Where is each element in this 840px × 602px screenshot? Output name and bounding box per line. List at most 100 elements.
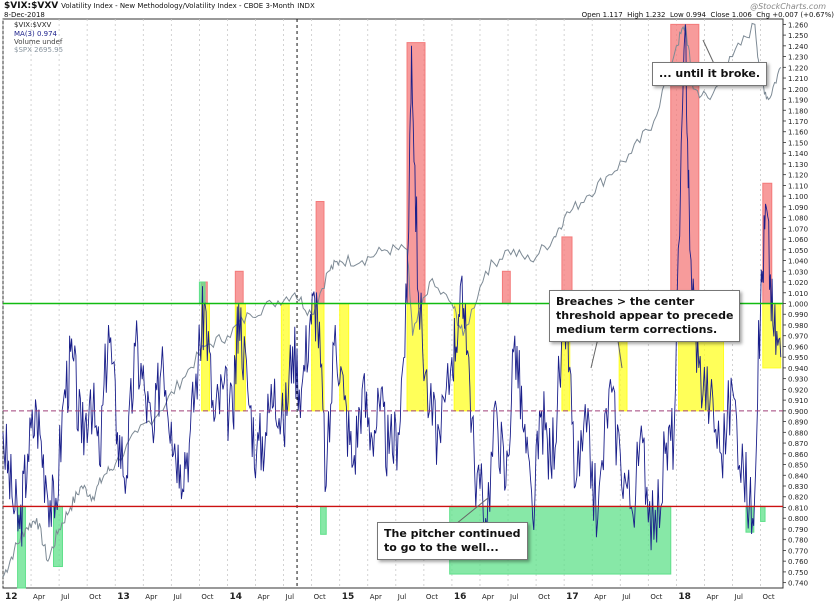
y-tick-label: 0.790 [788,526,808,534]
y-tick-label: 0.980 [788,322,808,330]
y-tick-label: 0.740 [788,580,808,588]
y-tick-label: 1.050 [788,247,808,255]
x-tick-label: Oct [201,593,213,601]
legend-spx: $SPX 2695.95 [14,46,64,54]
exchange-label: INDX [297,2,315,10]
y-tick-label: 0.820 [788,494,808,502]
y-tick-label: 0.850 [788,462,808,470]
y-tick-label: 1.170 [788,118,808,126]
low-label: Low [669,11,684,19]
callout-pitcher-line-1: The pitcher continued [384,527,521,540]
low-value: 0.994 [685,11,707,19]
y-tick-label: 0.780 [788,537,808,545]
y-tick-label: 0.760 [788,558,808,566]
x-tick-label: Jul [621,593,631,601]
chg-value: +0.007 (+0.67%) [772,11,834,19]
y-tick-label: 1.130 [788,161,808,169]
y-tick-label: 1.200 [788,86,808,94]
x-tick-label: 15 [342,592,355,602]
y-tick-label: 1.110 [788,182,808,190]
chart-header-left: $VIX:$VXV Volatility Index - New Methodo… [4,1,315,11]
y-tick-label: 0.880 [788,429,808,437]
y-tick-label: 1.020 [788,279,808,287]
y-tick-label: 1.070 [788,225,808,233]
callout-pitcher-line-2: to go to the well... [384,541,499,554]
x-tick-label: 14 [229,592,242,602]
x-tick-label: Oct [538,593,550,601]
y-tick-label: 1.100 [788,193,808,201]
x-tick-label: 12 [5,592,18,602]
y-tick-label: 0.860 [788,451,808,459]
x-tick-label: Apr [258,593,270,601]
legend-ma: MA(3) 0.974 [14,30,58,38]
close-value: 1.006 [731,11,752,19]
y-tick-label: 1.000 [788,301,808,309]
y-tick-label: 0.890 [788,419,808,427]
x-tick-label: 16 [454,592,467,602]
x-tick-label: Jul [397,593,407,601]
callout-breaches: Breaches > the center threshold appear t… [549,290,741,342]
y-tick-label: 0.950 [788,354,808,362]
chg-label: Chg [756,11,771,19]
y-tick-label: 1.240 [788,43,808,51]
x-tick-label: Oct [89,593,101,601]
open-value: 1.117 [602,11,623,19]
y-tick-label: 0.900 [788,408,808,416]
y-tick-label: 1.220 [788,64,808,72]
spx-series-line [2,22,782,578]
y-tick-label: 1.040 [788,258,808,266]
y-tick-label: 0.840 [788,472,808,480]
green-highlight-box [760,505,766,522]
y-tick-label: 1.160 [788,129,808,137]
date-label: 8-Dec-2018 [4,11,45,19]
callout-until-broke-text: ... until it broke. [659,67,761,80]
y-tick-label: 1.090 [788,204,808,212]
symbol-label: $VIX:$VXV [4,1,59,11]
y-tick-label: 0.770 [788,547,808,555]
watermark: @StockCharts.com [750,2,826,11]
y-tick-label: 1.180 [788,107,808,115]
x-tick-label: Oct [763,593,775,601]
x-tick-label: Jul [172,593,182,601]
high-value: 1.232 [645,11,666,19]
x-tick-label: 17 [566,592,579,602]
x-tick-label: Oct [314,593,326,601]
y-tick-label: 1.210 [788,75,808,83]
y-tick-label: 0.930 [788,376,808,384]
y-tick-label: 1.030 [788,268,808,276]
y-tick-label: 0.870 [788,440,808,448]
ohlc-readout: Open 1.117 High 1.232 Low 0.994 Close 1.… [582,11,834,19]
y-tick-label: 1.260 [788,21,808,29]
close-label: Close [710,11,730,19]
legend-volume: Volume undef [14,38,63,46]
y-tick-label: 1.250 [788,32,808,40]
y-tick-label: 1.190 [788,97,808,105]
y-tick-label: 1.010 [788,290,808,298]
x-tick-label: Jul [733,593,743,601]
callout-pitcher: The pitcher continued to go to the well.… [377,522,528,560]
open-label: Open [581,11,601,19]
y-tick-label: 1.080 [788,215,808,223]
x-tick-label: Apr [370,593,382,601]
x-tick-label: Oct [650,593,662,601]
y-tick-label: 0.920 [788,386,808,394]
callout-breaches-line-2: threshold appear to precede [556,309,734,322]
x-tick-label: Apr [145,593,157,601]
y-tick-label: 1.060 [788,236,808,244]
y-tick-label: 0.940 [788,365,808,373]
x-tick-label: 18 [678,592,691,602]
callout-breaches-line-3: medium term corrections. [556,323,718,336]
y-tick-label: 1.230 [788,54,808,62]
callout-breaches-line-1: Breaches > the center [556,295,695,308]
y-tick-label: 0.960 [788,343,808,351]
y-tick-label: 1.120 [788,172,808,180]
x-tick-label: Jul [509,593,519,601]
red-highlight-box [234,270,244,304]
y-tick-label: 0.800 [788,515,808,523]
y-tick-label: 0.970 [788,333,808,341]
y-tick-label: 0.750 [788,569,808,577]
callout-until-broke: ... until it broke. [652,62,768,86]
x-tick-label: Jul [285,593,295,601]
x-tick-label: Apr [706,593,718,601]
y-tick-label: 0.990 [788,311,808,319]
